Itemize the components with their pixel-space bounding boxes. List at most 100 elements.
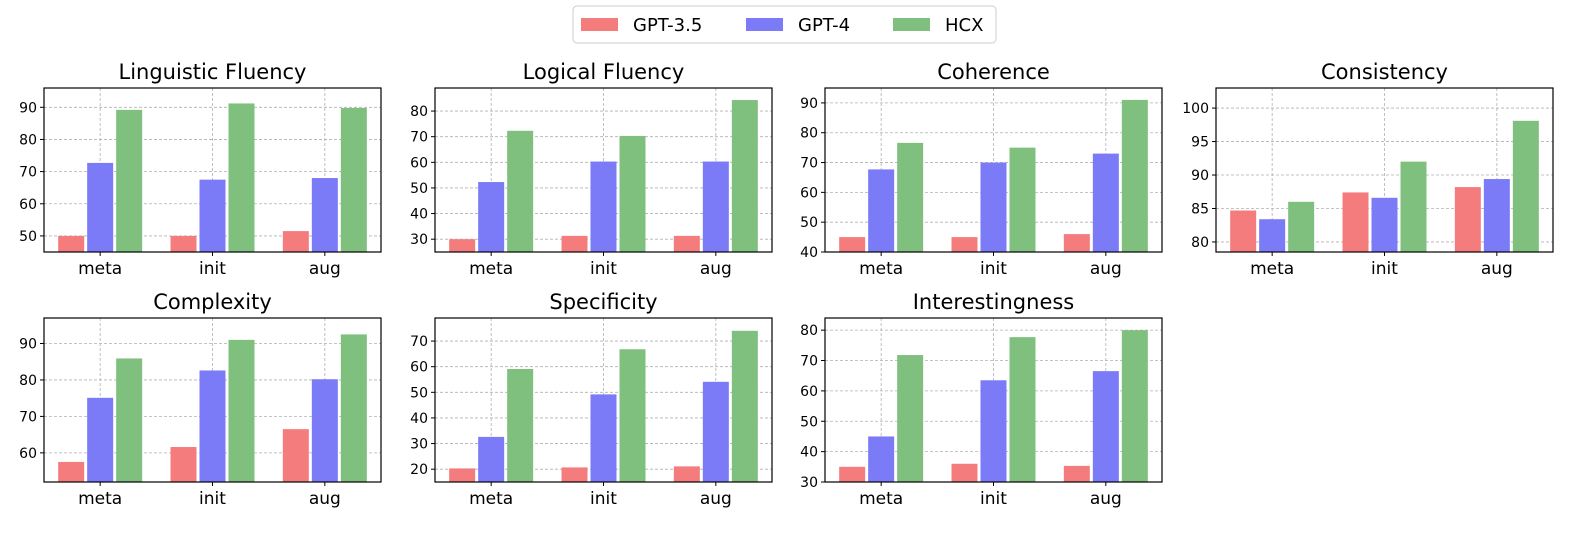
bar-hcx-aug [1121, 330, 1148, 482]
y-tick-label: 85 [1191, 201, 1209, 217]
y-tick-label: 50 [800, 215, 818, 231]
bar-hcx-meta [897, 142, 924, 252]
x-tick-label-meta: meta [859, 259, 903, 279]
bar-gpt-4-init [590, 394, 617, 482]
bar-hcx-init [1009, 337, 1036, 482]
y-tick-label: 40 [800, 245, 818, 261]
panel-title: Logical Fluency [523, 60, 685, 84]
panel-title: Interestingness [913, 290, 1075, 314]
x-tick-label-init: init [199, 259, 226, 279]
bar-gpt-4-aug [1483, 179, 1510, 252]
y-tick-label: 80 [1191, 235, 1209, 251]
plot-frame [434, 87, 773, 253]
panel-title: Linguistic Fluency [119, 60, 307, 84]
bar-hcx-aug [340, 334, 367, 482]
panel-linguistic-fluency: Linguistic Fluency 50 60 70 80 90 meta init aug [19, 60, 382, 279]
bar-hcx-init [228, 339, 255, 482]
y-tick-label: 80 [19, 132, 37, 148]
bar-gpt-4-init [1371, 197, 1398, 252]
x-tick-label-init: init [590, 489, 617, 509]
legend: GPT-3.5 GPT-4 HCX [572, 5, 997, 44]
plot-frame [1215, 87, 1554, 253]
bar-hcx-meta [116, 109, 143, 252]
bar-gpt-3-5-aug [673, 235, 700, 252]
bar-gpt-3-5-meta [839, 466, 866, 482]
bar-gpt-3-5-meta [1230, 210, 1257, 252]
y-tick-label: 80 [800, 323, 818, 339]
bar-gpt-4-meta [478, 436, 505, 482]
y-tick-label: 95 [1191, 135, 1209, 151]
bar-hcx-aug [731, 330, 758, 482]
bar-gpt-4-meta [868, 436, 895, 482]
bar-gpt-3-5-init [951, 463, 978, 482]
y-tick-label: 70 [19, 165, 37, 181]
x-tick-label-init: init [980, 489, 1007, 509]
bar-hcx-aug [1121, 99, 1148, 252]
chart-panels: Linguistic Fluency 50 60 70 80 90 meta init aug L… [19, 60, 1554, 509]
y-tick-label: 50 [19, 229, 37, 245]
bar-gpt-3-5-init [561, 235, 588, 252]
bar-gpt-4-init [199, 370, 226, 482]
y-tick-label: 60 [19, 197, 37, 213]
y-tick-label: 40 [410, 207, 428, 223]
plot-frame [43, 317, 382, 483]
bar-gpt-4-aug [702, 381, 729, 482]
y-tick-label: 90 [800, 96, 818, 112]
y-tick-label: 40 [410, 411, 428, 427]
y-tick-label: 100 [1182, 101, 1209, 117]
bar-hcx-meta [507, 368, 534, 482]
panel-title: Specificity [549, 290, 657, 314]
x-tick-label-aug: aug [1090, 259, 1122, 279]
legend-swatch-gpt-3-5 [581, 18, 618, 31]
y-tick-label: 60 [410, 155, 428, 171]
bar-gpt-4-init [980, 162, 1007, 252]
bar-gpt-3-5-init [170, 235, 197, 252]
bar-gpt-4-meta [87, 162, 114, 252]
bar-hcx-init [228, 103, 255, 252]
x-tick-label-init: init [199, 489, 226, 509]
bar-hcx-aug [1512, 120, 1539, 252]
x-tick-label-init: init [980, 259, 1007, 279]
bar-gpt-3-5-init [170, 447, 197, 482]
y-tick-label: 50 [800, 414, 818, 430]
legend-swatch-gpt-4 [746, 18, 783, 31]
legend-swatch-hcx [893, 18, 930, 31]
bar-gpt-4-init [199, 179, 226, 252]
x-tick-label-aug: aug [700, 489, 732, 509]
x-tick-label-meta: meta [78, 259, 122, 279]
panel-coherence: Coherence 40 50 60 70 80 90 meta init aug [800, 60, 1163, 279]
y-tick-label: 50 [410, 181, 428, 197]
y-tick-label: 50 [410, 385, 428, 401]
panel-complexity: Complexity 60 70 80 90 meta init aug [19, 290, 382, 509]
bar-gpt-4-meta [87, 397, 114, 482]
bar-gpt-4-aug [311, 379, 338, 482]
bar-gpt-3-5-meta [839, 237, 866, 252]
x-tick-label-aug: aug [309, 489, 341, 509]
legend-label-gpt-4: GPT-4 [798, 15, 850, 36]
x-tick-label-aug: aug [700, 259, 732, 279]
panel-logical-fluency: Logical Fluency 30 40 50 60 70 80 meta init aug [410, 60, 773, 279]
bar-gpt-3-5-init [951, 237, 978, 252]
plot-frame [824, 317, 1163, 483]
bar-hcx-meta [116, 358, 143, 482]
bar-gpt-4-meta [1259, 219, 1286, 252]
x-tick-label-aug: aug [1481, 259, 1513, 279]
x-tick-label-init: init [1371, 259, 1398, 279]
legend-label-gpt-3-5: GPT-3.5 [633, 15, 702, 36]
bar-gpt-4-meta [868, 169, 895, 252]
y-tick-label: 70 [19, 409, 37, 425]
x-tick-label-meta: meta [1250, 259, 1294, 279]
x-tick-label-aug: aug [309, 259, 341, 279]
y-tick-label: 90 [1191, 168, 1209, 184]
x-tick-label-meta: meta [469, 259, 513, 279]
panel-title: Complexity [153, 290, 272, 314]
bar-gpt-3-5-meta [58, 235, 85, 252]
plot-frame [824, 87, 1163, 253]
y-tick-label: 90 [19, 337, 37, 353]
bar-hcx-aug [340, 107, 367, 252]
y-tick-label: 70 [800, 156, 818, 172]
bar-gpt-3-5-aug [673, 466, 700, 482]
panel-title: Consistency [1321, 60, 1448, 84]
bar-gpt-3-5-aug [1454, 187, 1481, 252]
y-tick-label: 30 [410, 437, 428, 453]
